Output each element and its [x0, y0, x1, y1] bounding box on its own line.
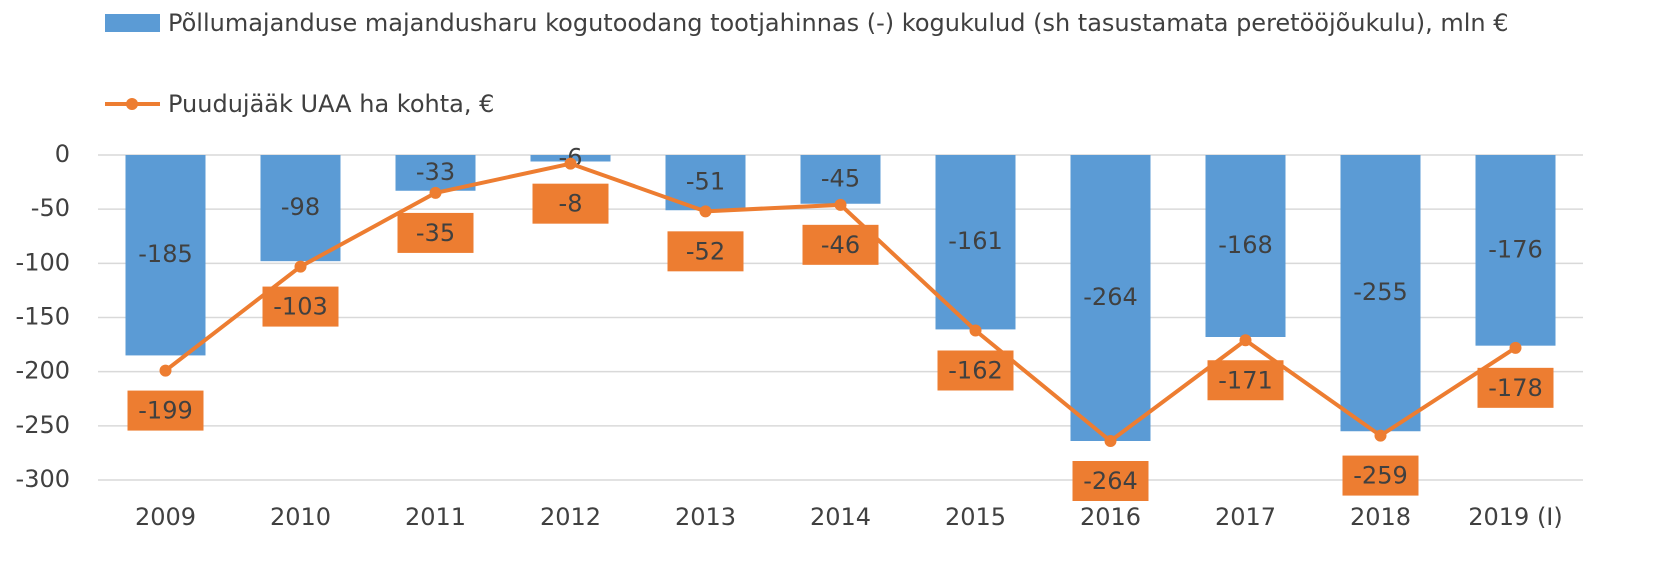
- legend-label: Puudujääk UAA ha kohta, €: [168, 90, 495, 118]
- y-tick-label: -150: [16, 303, 70, 331]
- line-label-box: [397, 212, 474, 253]
- line-value-label: -46: [821, 231, 860, 259]
- line-value-label: -103: [273, 293, 327, 321]
- x-tick-label: 2012: [540, 503, 601, 531]
- x-tick-label: 2019 (I): [1468, 503, 1563, 531]
- bar-value-label: -45: [821, 164, 860, 192]
- x-tick-label: 2009: [135, 503, 196, 531]
- line-value-label: -8: [559, 190, 583, 218]
- line-label-box: [262, 286, 339, 327]
- line-value-label: -199: [138, 397, 192, 425]
- y-tick-label: -300: [16, 465, 70, 493]
- bar-value-label: -51: [686, 168, 725, 196]
- legend-swatch-bar: [105, 14, 160, 32]
- line-marker: [1509, 341, 1522, 354]
- bar-value-label: -168: [1218, 231, 1272, 259]
- bar-value-label: -264: [1083, 283, 1137, 311]
- bar: [1475, 155, 1556, 346]
- line-marker: [1104, 435, 1117, 447]
- legend-swatch-marker: [126, 98, 138, 110]
- bar: [1070, 155, 1151, 441]
- x-tick-label: 2011: [405, 503, 466, 531]
- y-tick-label: 0: [55, 140, 70, 168]
- y-tick-label: -250: [16, 411, 70, 439]
- bar: [395, 155, 476, 191]
- y-tick-label: -200: [16, 357, 70, 385]
- line-label-box: [532, 183, 609, 224]
- line-marker: [564, 157, 577, 170]
- line-value-label: -264: [1083, 467, 1137, 495]
- bar: [800, 155, 881, 204]
- x-tick-label: 2016: [1080, 503, 1141, 531]
- line-label-box: [127, 390, 204, 431]
- line-marker: [834, 198, 847, 211]
- line-value-label: -52: [686, 237, 725, 265]
- line-label-box: [1477, 367, 1554, 408]
- line-label-box: [1207, 360, 1284, 401]
- bar: [260, 155, 341, 262]
- bar-value-label: -98: [281, 193, 320, 221]
- x-tick-label: 2017: [1215, 503, 1276, 531]
- line-label-box: [1342, 455, 1419, 496]
- line-label-box: [1072, 461, 1149, 501]
- bar: [1340, 155, 1421, 432]
- line-value-label: -259: [1353, 462, 1407, 490]
- line-marker: [1374, 429, 1387, 442]
- y-tick-label: -50: [31, 194, 70, 222]
- x-tick-label: 2014: [810, 503, 871, 531]
- x-tick-label: 2013: [675, 503, 736, 531]
- bar: [935, 155, 1016, 330]
- line-marker: [294, 260, 307, 273]
- line-label-box: [802, 224, 879, 265]
- bar-value-label: -176: [1488, 235, 1542, 263]
- bar-value-label: -161: [948, 227, 1002, 255]
- x-tick-label: 2018: [1350, 503, 1411, 531]
- bar-value-label: -255: [1353, 278, 1407, 306]
- y-tick-label: -100: [16, 248, 70, 276]
- line-marker: [969, 324, 982, 337]
- x-tick-label: 2015: [945, 503, 1006, 531]
- x-tick-label: 2010: [270, 503, 331, 531]
- line-marker: [1239, 334, 1252, 347]
- line-value-label: -35: [416, 219, 455, 247]
- line-value-label: -178: [1488, 374, 1542, 402]
- line-label-box: [667, 231, 744, 272]
- bar: [1205, 155, 1286, 337]
- line-label-box: [937, 350, 1014, 391]
- line-value-label: -171: [1218, 366, 1272, 394]
- bar-value-label: -185: [138, 240, 192, 268]
- line-value-label: -162: [948, 357, 1002, 385]
- line-marker: [699, 205, 712, 218]
- line-marker: [429, 186, 442, 199]
- line-marker: [159, 364, 172, 377]
- bar-value-label: -33: [416, 158, 455, 186]
- bar: [125, 155, 206, 356]
- legend-label: Põllumajanduse majandusharu kogutoodang …: [168, 9, 1509, 37]
